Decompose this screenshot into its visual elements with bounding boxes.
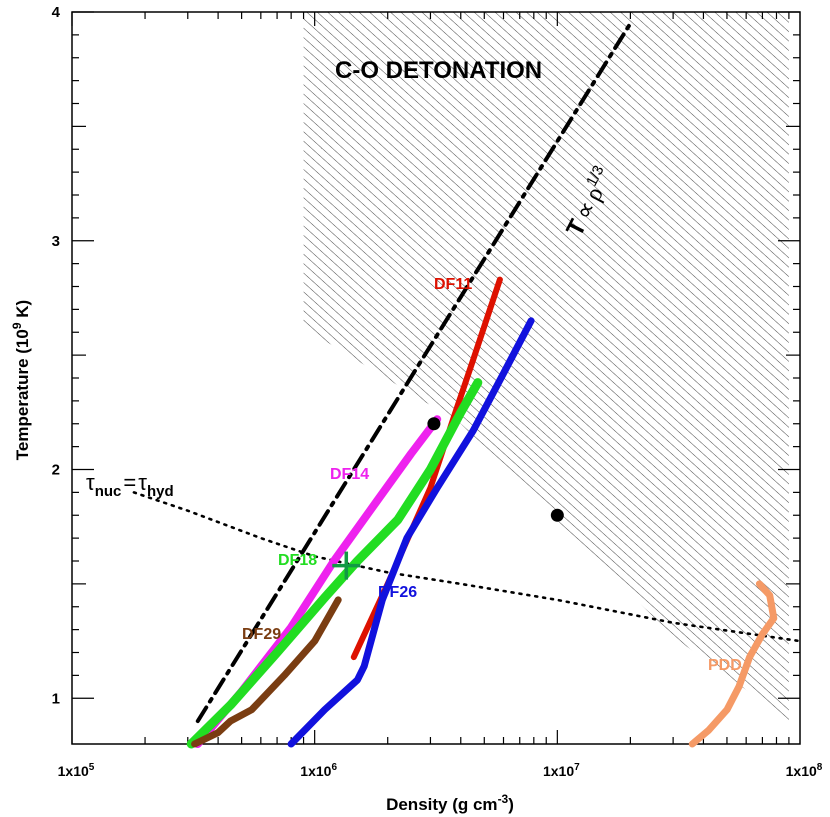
axes: 1x105 1x106 1x107 1x108 1 2 3 4 [52, 4, 823, 779]
y-tick-label: 1 [52, 690, 60, 707]
series-label-df29: DF29 [242, 626, 281, 643]
series-lines [132, 21, 802, 749]
x-tick-label: 1x108 [786, 762, 823, 779]
series-label-df11: DF11 [434, 276, 472, 293]
series-df18 [186, 378, 483, 749]
x-tick-label: 1x105 [58, 762, 95, 779]
series-label-df14: DF14 [330, 466, 369, 483]
series-pdd [688, 580, 778, 748]
chart-labels: C-O DETONATION DF11 DF14 DF18 DF26 DF29 PDD [242, 57, 742, 674]
series-df26 [287, 317, 535, 748]
series-label-df18: DF18 [278, 552, 317, 569]
chart-title: C-O DETONATION [335, 57, 542, 84]
power-law-line [195, 21, 633, 724]
y-tick-label: 2 [52, 462, 60, 479]
timescale-label: τnuc=τhyd [86, 470, 174, 500]
point-b [550, 508, 564, 522]
timescale-line [132, 491, 802, 643]
x-tick-label: 1x106 [300, 762, 337, 779]
series-df29 [191, 596, 342, 748]
x-axis-label: Density (g cm-3) [386, 792, 514, 814]
series-label-df26: DF26 [378, 584, 417, 601]
y-tick-label: 4 [52, 4, 61, 21]
y-axis-label: Temperature (109 K) [10, 300, 32, 460]
y-tick-label: 3 [52, 233, 60, 250]
detonation-region-hatch [303, 12, 789, 722]
x-tick-label: 1x107 [543, 762, 580, 779]
point-a [427, 417, 441, 431]
series-label-pdd: PDD [708, 657, 742, 674]
